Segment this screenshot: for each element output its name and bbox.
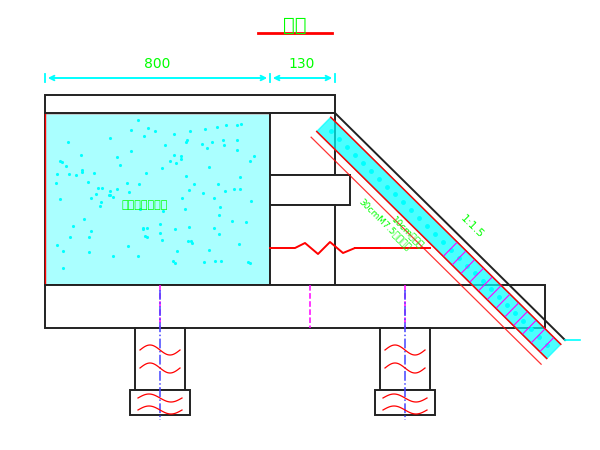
Text: 30cmM7.5浆砂片石: 30cmM7.5浆砂片石 [357,196,412,251]
Polygon shape [317,117,561,359]
Bar [380,328,430,390]
Bar [130,390,190,415]
Bar [270,175,350,205]
Bar [45,285,545,328]
Text: 台背回填沙性土: 台背回填沙性土 [122,200,168,210]
Text: 800: 800 [144,57,170,71]
Text: 10cm砖坡层: 10cm砖坡层 [390,215,425,250]
Bar [270,205,335,285]
Text: 400: 400 [144,292,170,306]
Bar [45,95,335,113]
Bar [375,390,435,415]
Text: 130: 130 [289,57,315,71]
Text: 1:1.5: 1:1.5 [458,214,485,241]
Polygon shape [45,113,270,285]
Bar [135,328,185,390]
Text: 側面: 側面 [283,15,307,35]
Bar [270,113,335,175]
